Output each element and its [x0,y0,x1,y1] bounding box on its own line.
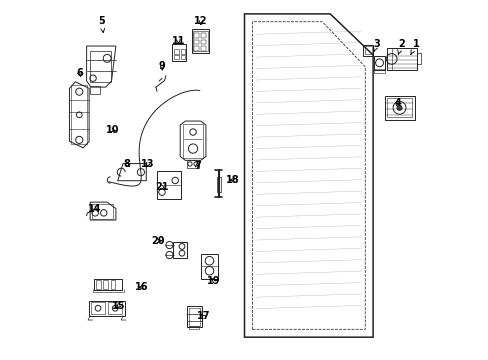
Text: 15: 15 [112,301,125,311]
Bar [194,40,199,44]
Text: 5: 5 [98,16,105,32]
Text: 8: 8 [123,159,130,169]
Bar [194,33,199,38]
Bar [201,33,205,38]
Text: 20: 20 [151,236,164,246]
Bar [174,55,179,59]
Bar [180,49,184,54]
Text: 17: 17 [196,311,210,321]
Bar [194,46,199,51]
Text: 3: 3 [372,39,379,52]
Bar [187,159,198,168]
Bar [157,171,181,199]
Bar [94,279,122,290]
Bar [89,301,124,316]
Text: 18: 18 [226,175,240,185]
Circle shape [396,105,401,111]
Bar [71,85,87,144]
Text: 7: 7 [194,161,200,171]
Text: 21: 21 [155,182,168,192]
Text: 4: 4 [394,98,401,108]
Text: 9: 9 [159,61,165,71]
Bar [201,46,205,51]
Text: 16: 16 [135,282,148,292]
Bar [373,56,385,70]
Bar [386,98,411,117]
Bar [193,31,207,51]
Bar [201,40,205,44]
Bar [216,177,221,192]
Bar [201,253,218,279]
Bar [188,308,200,326]
Text: 1: 1 [410,39,419,55]
Bar [180,55,184,59]
Bar [183,123,203,158]
Bar [373,69,385,73]
Bar [189,326,198,329]
Bar [110,280,115,289]
Bar [91,302,105,314]
Bar [91,204,113,219]
Bar [96,280,101,289]
Bar [364,46,371,54]
Text: 11: 11 [171,36,185,46]
Bar [90,51,110,82]
Bar [89,86,100,94]
Bar [386,48,416,70]
Text: 13: 13 [141,159,155,169]
Text: 10: 10 [105,125,119,135]
Bar [384,96,414,120]
Text: 2: 2 [397,39,404,55]
Bar [173,242,187,258]
Bar [416,53,420,64]
Bar [191,29,209,53]
Text: 19: 19 [207,276,221,286]
Text: 14: 14 [88,203,102,213]
Bar [172,44,185,62]
Text: 6: 6 [76,68,82,78]
Bar [108,302,122,314]
Bar [174,49,179,54]
Bar [187,306,201,327]
Bar [103,280,107,289]
Text: 12: 12 [194,16,207,26]
Bar [363,45,372,56]
